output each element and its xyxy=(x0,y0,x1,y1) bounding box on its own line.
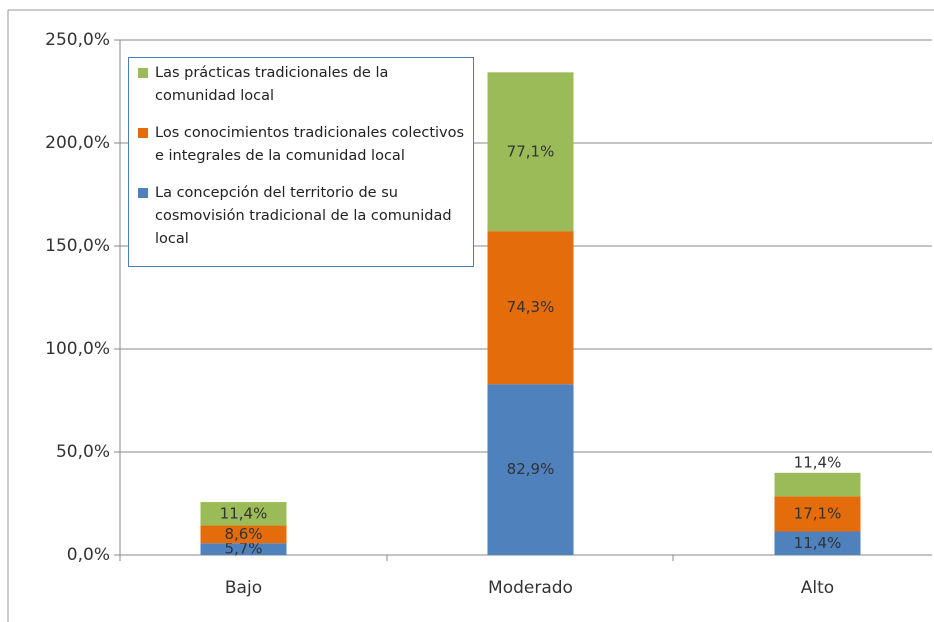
legend-swatch xyxy=(138,128,148,138)
value-label: 11,4% xyxy=(220,504,268,522)
legend-label: Los conocimientos tradicionales colectiv… xyxy=(155,125,465,164)
value-label: 8,6% xyxy=(224,525,262,543)
value-label: 74,3% xyxy=(507,298,555,316)
x-tick-label: Bajo xyxy=(225,578,262,598)
legend-label: Las prácticas tradicionales de la comuni… xyxy=(155,65,389,104)
x-tick-label: Alto xyxy=(801,578,834,598)
legend-item: Los conocimientos tradicionales colectiv… xyxy=(135,122,467,168)
value-label: 11,4% xyxy=(794,453,842,471)
bar-segment xyxy=(200,525,287,544)
value-label: 17,1% xyxy=(794,504,842,522)
bar-segment xyxy=(487,231,574,385)
bar-segment xyxy=(487,72,574,232)
value-label: 5,7% xyxy=(224,540,262,558)
y-tick-label: 250,0% xyxy=(45,30,110,50)
legend-item: Las prácticas tradicionales de la comuni… xyxy=(135,62,467,108)
bar-segment xyxy=(774,472,861,497)
y-tick-label: 200,0% xyxy=(45,133,110,153)
bar-segment xyxy=(774,496,861,532)
legend-item: La concepción del territorio de su cosmo… xyxy=(135,182,467,251)
bar-segment xyxy=(200,502,287,526)
bar-segment xyxy=(774,531,861,555)
y-tick-label: 150,0% xyxy=(45,236,110,256)
y-tick-label: 100,0% xyxy=(45,339,110,359)
value-label: 11,4% xyxy=(794,534,842,552)
y-tick-label: 50,0% xyxy=(56,442,110,462)
bar-segment xyxy=(487,384,574,555)
y-tick-label: 0,0% xyxy=(67,545,110,565)
value-label: 77,1% xyxy=(507,142,555,160)
legend-label: La concepción del territorio de su cosmo… xyxy=(155,185,452,247)
legend-swatch xyxy=(138,68,148,78)
x-tick-label: Moderado xyxy=(488,578,573,598)
legend-box: Las prácticas tradicionales de la comuni… xyxy=(128,57,474,267)
legend: Las prácticas tradicionales de la comuni… xyxy=(128,57,474,267)
legend-swatch xyxy=(138,188,148,198)
value-label: 82,9% xyxy=(507,460,555,478)
bar-segment xyxy=(200,543,287,555)
